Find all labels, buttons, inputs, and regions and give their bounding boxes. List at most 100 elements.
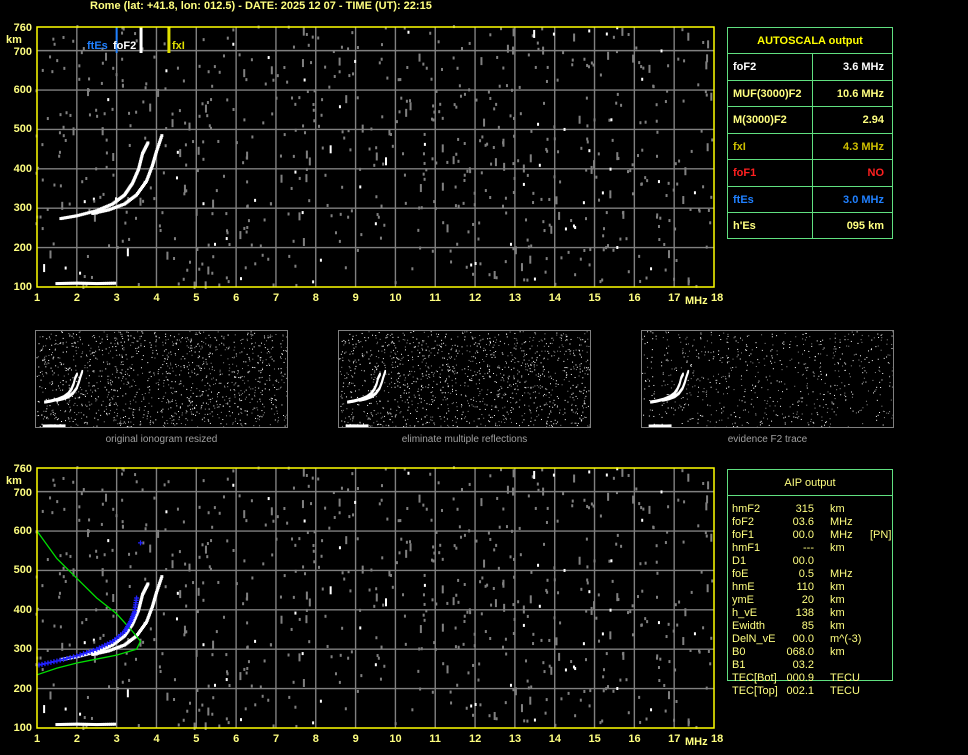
aip-point — [107, 640, 113, 646]
trace-point — [95, 282, 99, 286]
trace-point — [138, 161, 142, 165]
fxI-marker — [167, 27, 171, 53]
trace-point — [146, 174, 150, 178]
trace-point — [109, 281, 113, 285]
trace-point — [72, 214, 76, 218]
trace-point — [93, 209, 97, 213]
trace-point — [104, 205, 108, 209]
trace-point — [67, 215, 71, 219]
aip-flag — [870, 646, 894, 658]
trace-point — [69, 722, 73, 726]
aip-point — [138, 540, 144, 546]
aip-flag — [870, 633, 894, 645]
trace-point — [103, 722, 107, 726]
trace-point — [137, 605, 141, 609]
trace-point — [67, 281, 71, 285]
trace-point — [103, 205, 107, 209]
x-tick-label: 13 — [508, 733, 522, 745]
trace-point — [99, 281, 103, 285]
trace-point — [146, 615, 150, 619]
autoscala-value: NO — [867, 167, 885, 179]
trace-point — [139, 156, 143, 160]
trace-point — [157, 143, 161, 146]
trace-point — [101, 647, 105, 651]
x-tick-label: 9 — [352, 733, 359, 745]
autoscala-value: 2.94 — [862, 114, 884, 126]
trace-point — [92, 211, 96, 215]
echo-trace — [42, 424, 66, 428]
aip-row: hmF1 --- km — [732, 542, 894, 554]
aip-row: foF1 00.0 MHz [PN] — [732, 529, 894, 541]
trace-point — [154, 591, 158, 595]
trace-point — [91, 722, 95, 726]
trace-point — [59, 281, 63, 285]
trace-point — [155, 589, 159, 593]
trace-point — [102, 209, 106, 213]
echo-trace — [345, 424, 369, 428]
x-tick-label: 17 — [668, 733, 681, 745]
trace-point — [79, 213, 83, 217]
x-tick-label: 5 — [193, 733, 200, 745]
echo-trace — [648, 424, 672, 428]
echo-trace — [661, 369, 690, 402]
trace-point — [107, 722, 111, 726]
thumbnail-original — [35, 330, 288, 428]
trace-point — [121, 203, 125, 207]
autoscala-value: 095 km — [846, 220, 884, 232]
aip-param: foE — [732, 568, 749, 580]
aip-param: hmF1 — [732, 542, 761, 554]
trace-point — [96, 649, 100, 653]
trace-point — [85, 281, 89, 285]
aip-param: foF1 — [732, 529, 755, 541]
noise-speckle — [339, 331, 591, 428]
x-tick-label: 12 — [469, 292, 482, 304]
x-tick-label: 15 — [588, 292, 601, 304]
trace-point — [113, 647, 117, 651]
y-tick-label: 600 — [13, 84, 32, 97]
trace-point — [105, 649, 109, 653]
trace-point — [57, 282, 61, 286]
marker-label-foF2: foF2 — [113, 40, 137, 52]
aip-param: hmE — [732, 581, 755, 593]
x-tick-label: 14 — [548, 733, 561, 745]
trace-point — [68, 215, 72, 219]
aip-flag — [870, 555, 894, 567]
trace-point — [138, 604, 142, 608]
aip-param: foF2 — [732, 516, 755, 528]
trace-point — [65, 722, 69, 726]
trace-point — [109, 644, 113, 648]
x-tick-label: 5 — [193, 292, 200, 304]
aip-point — [134, 595, 140, 601]
trace-point — [89, 722, 93, 726]
aip-unit: MHz — [830, 516, 853, 528]
trace-point — [146, 582, 150, 586]
echo-trace — [55, 369, 84, 402]
trace-point — [83, 653, 87, 657]
trace-point — [100, 648, 104, 652]
trace-point — [150, 165, 154, 169]
aip-unit: km — [830, 620, 845, 632]
trace-point — [157, 582, 161, 586]
y-tick-label: 200 — [13, 241, 32, 254]
echo-trace — [59, 141, 150, 221]
aip-value: 85 — [801, 620, 814, 632]
trace-point — [61, 722, 65, 726]
aip-row: TEC[Bot] 000.9 TECU — [732, 672, 894, 684]
trace-point — [87, 281, 91, 285]
y-tick-label: 300 — [13, 202, 32, 215]
aip-output-table: AIP output — [727, 469, 893, 681]
aip-param: TEC[Top] — [732, 685, 778, 697]
trace-point — [156, 146, 160, 150]
divider — [812, 54, 813, 80]
aip-point — [71, 654, 77, 660]
echo-trace — [91, 575, 164, 656]
noise-speckle — [642, 331, 894, 428]
trace-point — [83, 212, 87, 216]
aip-unit: km — [830, 607, 845, 619]
trace-point — [146, 617, 150, 621]
aip-unit — [830, 555, 870, 567]
x-tick-label: 4 — [153, 733, 160, 745]
x-tick-label: 13 — [508, 292, 522, 304]
aip-flag — [870, 503, 894, 515]
trace-point — [159, 576, 163, 580]
